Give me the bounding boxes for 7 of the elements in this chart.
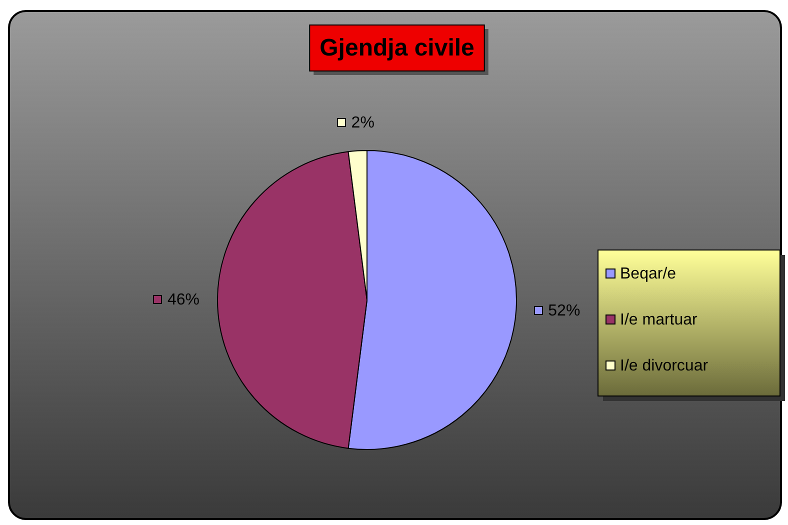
data-label: 52% bbox=[548, 302, 580, 320]
legend-label: Beqar/e bbox=[620, 265, 676, 282]
legend-label: I/e martuar bbox=[620, 311, 698, 328]
legend-label: I/e divorcuar bbox=[620, 357, 709, 374]
data-label: 2% bbox=[351, 114, 374, 132]
data-label: 46% bbox=[167, 291, 200, 308]
chart-title: Gjendja civile bbox=[320, 34, 474, 62]
